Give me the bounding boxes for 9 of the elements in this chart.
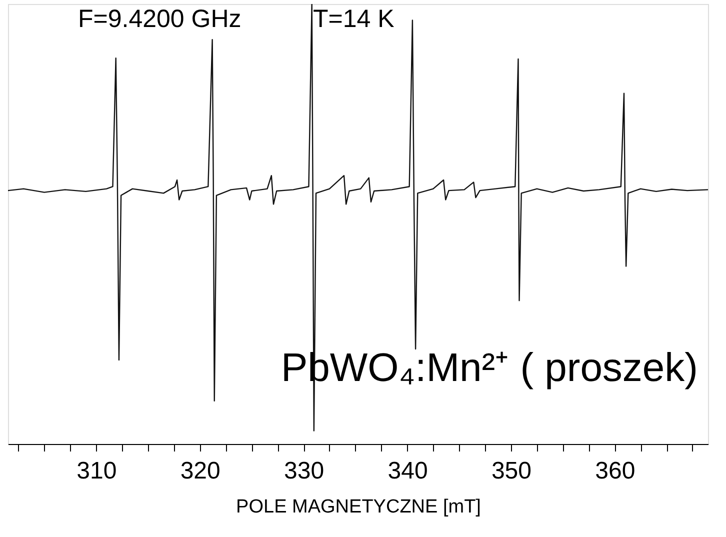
x-tick-label: 330 [284,458,324,484]
annotation: T=14 K [313,5,395,33]
x-tick-label: 320 [180,458,220,484]
annotation: F=9.4200 GHz [78,5,242,33]
x-tick-label: 360 [595,458,636,484]
x-tick-label: 340 [388,458,428,484]
x-axis-title: POLE MAGNETYCZNE [mT] [236,496,481,518]
x-tick-label: 310 [76,458,117,484]
x-tick-label: 350 [491,458,532,484]
